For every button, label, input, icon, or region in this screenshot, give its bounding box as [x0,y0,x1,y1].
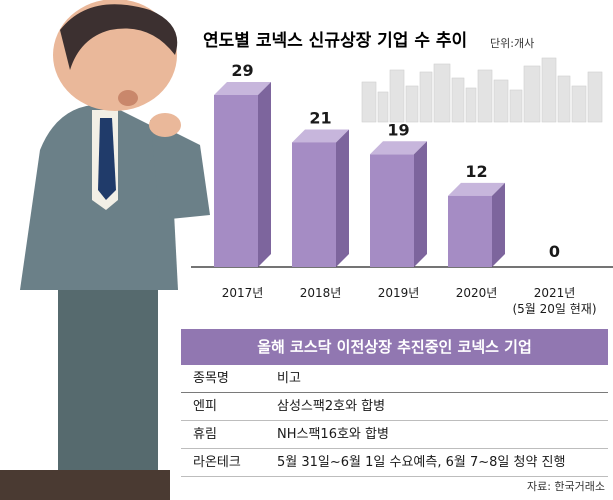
data-label: 21 [309,108,331,127]
table-row: 라온테크 5월 31일~6월 1일 수요예측, 6월 7~8일 청약 진행 [181,449,608,477]
businessman-illustration [0,0,210,500]
x-tick-label: 2021년 [534,286,576,300]
chart-title: 연도별 코넥스 신규상장 기업 수 추이 [203,31,467,51]
bar-top [370,141,427,155]
konex-table: 올해 코스닥 이전상장 추진중인 코넥스 기업 종목명 비고 엔피 삼성스팩2호… [181,329,608,477]
bar [370,154,414,267]
data-label: 12 [465,162,487,181]
table-row: 휴림 NH스팩16호와 합병 [181,421,608,449]
table-title: 올해 코스닥 이전상장 추진중인 코넥스 기업 [181,329,608,365]
source-note: 자료: 한국거래소 [526,480,605,493]
bar-side [492,182,505,267]
bars-layer: 29 2017년 21 2018년 19 2019년 12 2020년 0 2021년 (5월 20… [214,61,597,316]
bar-side [414,141,427,267]
bar [214,95,258,267]
table-header-row: 종목명 비고 [181,365,608,393]
row-company: 휴림 [193,427,217,442]
row-company: 엔피 [193,399,217,414]
chart-unit: 단위:개사 [490,37,534,50]
bar [448,195,492,267]
x-tick-label: 2020년 [456,286,498,300]
data-label: 0 [549,242,560,261]
row-remark: 5월 31일~6월 1일 수요예측, 6월 7~8일 청약 진행 [277,455,566,470]
x-tick-label: 2018년 [300,286,342,300]
row-company: 라온테크 [193,455,241,470]
data-label: 29 [231,61,253,80]
x-tick-note: (5월 20일 현재) [512,302,596,316]
data-label: 19 [387,120,409,139]
bar-side [336,129,349,267]
bar-top [292,129,349,143]
x-tick-label: 2019년 [378,286,420,300]
row-remark: 삼성스팩2호와 합병 [277,399,386,414]
bar [292,142,336,267]
x-tick-label: 2017년 [222,286,264,300]
header-company: 종목명 [193,371,229,386]
row-remark: NH스팩16호와 합병 [277,427,389,442]
bar-top [214,82,271,95]
header-remark: 비고 [277,371,301,386]
table-row: 엔피 삼성스팩2호와 합병 [181,393,608,421]
city-skyline-illustration [361,57,603,123]
bar-side [258,82,271,267]
bar-top [448,182,505,196]
